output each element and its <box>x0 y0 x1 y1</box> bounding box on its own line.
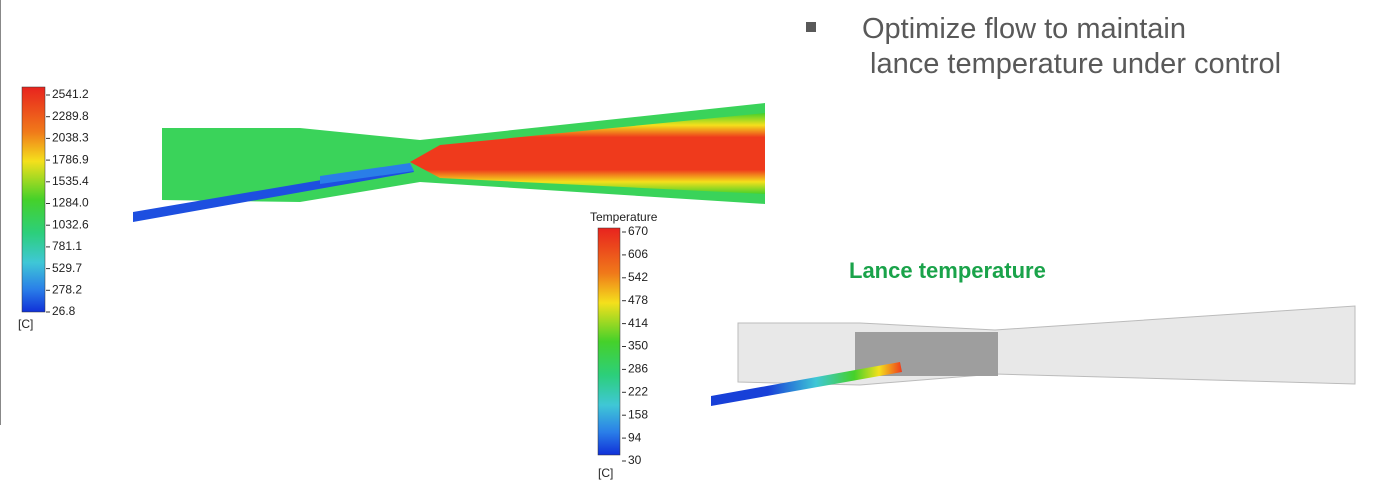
tick-label: 2038.3 <box>52 131 89 145</box>
tick-label: 478 <box>628 293 648 307</box>
tick-label: 1786.9 <box>52 152 89 166</box>
tick-label: 529.7 <box>52 261 82 275</box>
tick-label: 1284.0 <box>52 196 89 210</box>
tick-label: 2541.2 <box>52 87 89 101</box>
tick-label: 542 <box>628 270 648 284</box>
tick-label: 414 <box>628 316 648 330</box>
tick-label: 2289.8 <box>52 109 89 123</box>
slide: Optimize flow to maintain lance temperat… <box>0 0 1393 485</box>
color-bar-left <box>22 87 45 312</box>
tick-label: 1535.4 <box>52 174 89 188</box>
tick-label: 781.1 <box>52 239 82 253</box>
color-bar-right <box>598 228 620 455</box>
tick-label: 222 <box>628 384 648 398</box>
tick-label: 158 <box>628 407 648 421</box>
mesh-image <box>711 306 1355 406</box>
flow-contour-image <box>133 103 765 222</box>
tick-label: 1032.6 <box>52 217 89 231</box>
legend-title: Temperature <box>590 210 658 224</box>
tick-label: 670 <box>628 224 648 238</box>
tick-label: 286 <box>628 362 648 376</box>
tick-label: 606 <box>628 247 648 261</box>
tick-label: 26.8 <box>52 304 76 318</box>
tick-label: 350 <box>628 339 648 353</box>
bullet-line: Optimize flow to maintain <box>862 13 1186 45</box>
tick-label: 94 <box>628 430 642 444</box>
tick-label: 30 <box>628 453 642 467</box>
legend-unit: [C] <box>598 466 613 480</box>
tick-label: 278.2 <box>52 282 82 296</box>
legend-unit: [C] <box>18 317 33 331</box>
bullet-marker <box>806 22 816 32</box>
caption: Lance temperature <box>849 258 1046 283</box>
bullet-line: lance temperature under control <box>870 48 1281 80</box>
